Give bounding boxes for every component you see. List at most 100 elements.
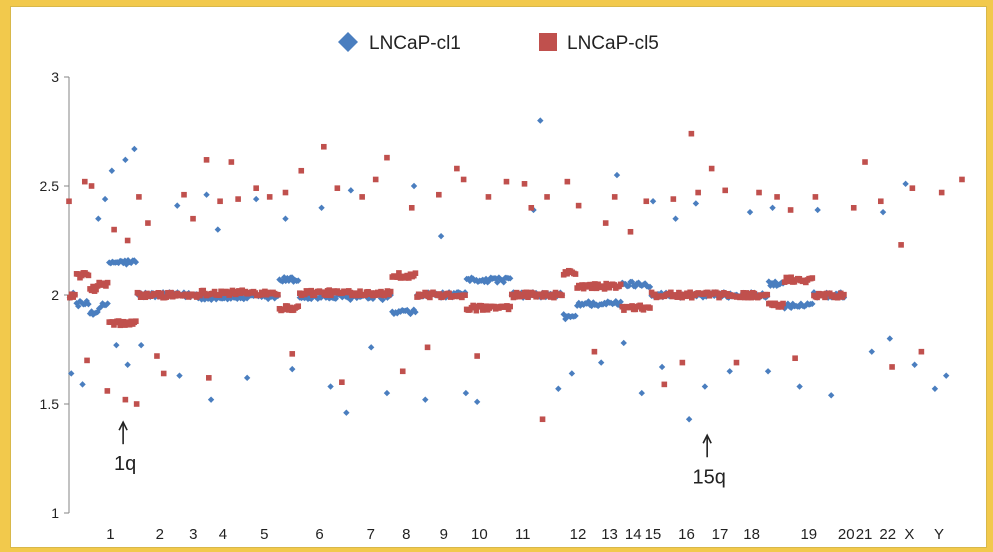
- x-tick-label: 14: [625, 526, 642, 543]
- cl5-point: [436, 291, 443, 297]
- cl5-point: [687, 289, 693, 296]
- cl1-point: [379, 296, 386, 304]
- cl1-point: [575, 299, 582, 307]
- cl5-point: [743, 290, 750, 296]
- cl1-point: [81, 301, 89, 308]
- cl5-outlier-point: [282, 189, 289, 196]
- cl5-point: [637, 302, 644, 309]
- cl1-outlier-point: [343, 409, 350, 416]
- x-tick-label: 15: [645, 526, 662, 543]
- cl5-point: [166, 293, 173, 299]
- cl5-outlier-point: [111, 226, 117, 233]
- cl1-outlier-point: [672, 215, 679, 222]
- cl1-point: [208, 296, 215, 304]
- cl5-point: [386, 291, 392, 298]
- cl5-point: [158, 290, 165, 297]
- cl1-outlier-point: [555, 385, 562, 392]
- x-tick-label: 6: [315, 526, 323, 543]
- cl5-point: [103, 283, 109, 289]
- cl5-outlier-point: [878, 198, 884, 205]
- cl5-point: [394, 274, 401, 280]
- cl5-outlier-point: [918, 348, 925, 355]
- cl5-point: [740, 290, 746, 296]
- cl5-point: [308, 287, 315, 294]
- cl5-outlier-point: [733, 359, 740, 366]
- cl1-outlier-point: [252, 195, 260, 203]
- cl1-point: [94, 308, 101, 316]
- cl1-outlier-point: [367, 344, 375, 351]
- cl5-outlier-point: [206, 375, 212, 381]
- cl1-outlier-point: [282, 215, 289, 222]
- cl5-point: [228, 290, 234, 297]
- cl5-point: [275, 291, 281, 298]
- cl5-outlier-point: [203, 157, 210, 163]
- cl5-point: [376, 292, 383, 298]
- cl1-outlier-point: [814, 206, 821, 214]
- cl5-point: [629, 303, 635, 309]
- cl5-point: [479, 307, 486, 313]
- y-tick-label: 2: [51, 287, 59, 303]
- cl5-point: [780, 300, 786, 307]
- cl1-outlier-point: [879, 208, 887, 216]
- cl5-outlier-point: [384, 154, 390, 161]
- cl5-outlier-point: [708, 165, 715, 172]
- cl1-outlier-point: [101, 195, 109, 203]
- cl5-outlier-point: [372, 176, 379, 183]
- cl5-point: [682, 293, 689, 300]
- cl5-outlier-point: [959, 176, 965, 183]
- cl5-outlier-point: [181, 191, 187, 198]
- cl5-point: [328, 292, 334, 299]
- cl5-point: [137, 294, 144, 300]
- cl1-outlier-point: [886, 335, 894, 342]
- x-tick-label: 5: [260, 526, 268, 543]
- cl5-point: [551, 294, 557, 301]
- cl5-point: [745, 294, 751, 301]
- x-tick-label: 17: [712, 526, 729, 543]
- legend-marker-cl5: [539, 33, 557, 51]
- cl5-point: [94, 283, 101, 289]
- cl5-outlier-point: [756, 189, 762, 196]
- cl1-point: [632, 283, 639, 290]
- cl1-outlier-point: [868, 348, 875, 355]
- cl5-outlier-point: [399, 368, 406, 375]
- cl5-point: [781, 279, 788, 285]
- cl1-outlier-point: [613, 171, 621, 179]
- cl1-outlier-point: [692, 200, 700, 207]
- cl5-outlier-point: [575, 202, 582, 209]
- cl1-point: [628, 278, 636, 286]
- cl5-point: [72, 291, 78, 298]
- cl1-point: [78, 299, 85, 306]
- cl1-outlier-point: [422, 396, 429, 403]
- cl5-point: [746, 290, 753, 297]
- cl5-outlier-point: [104, 388, 111, 394]
- cl5-point: [505, 306, 512, 313]
- x-tick-label: 4: [219, 526, 227, 543]
- annotation-label: 15q: [692, 466, 725, 488]
- cl1-point: [560, 311, 567, 318]
- annotation-arrow-head: [702, 433, 712, 444]
- cl5-point: [260, 291, 267, 298]
- cl1-outlier-point: [131, 145, 138, 153]
- cl1-point: [767, 282, 774, 289]
- cl5-point: [714, 290, 721, 297]
- cl5-point: [216, 292, 223, 298]
- cl1-outlier-point: [649, 198, 657, 205]
- cl1-outlier-point: [902, 180, 909, 188]
- cl5-outlier-point: [670, 196, 677, 202]
- cl1-outlier-point: [383, 389, 391, 397]
- cl1-point: [132, 258, 140, 266]
- cl5-point: [168, 289, 174, 296]
- cl1-outlier-point: [764, 368, 772, 375]
- cl5-outlier-point: [66, 198, 72, 205]
- cl5-point: [751, 290, 758, 297]
- cl5-point: [579, 282, 585, 288]
- cl5-point: [738, 293, 745, 300]
- cl1-outlier-point: [79, 381, 86, 388]
- cl1-outlier-point: [289, 365, 296, 373]
- cl1-outlier-point: [568, 370, 576, 377]
- cl5-point: [357, 288, 363, 295]
- x-tick-label: 3: [189, 526, 197, 543]
- cl5-point: [136, 290, 142, 297]
- cl5-outlier-point: [228, 159, 235, 165]
- cl5-point: [362, 292, 368, 299]
